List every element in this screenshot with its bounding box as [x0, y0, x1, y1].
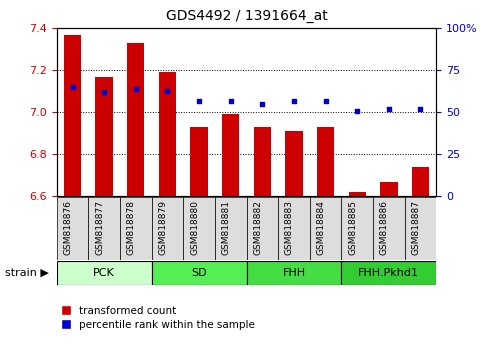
- Point: [132, 86, 140, 92]
- Text: GSM818882: GSM818882: [253, 200, 262, 255]
- FancyBboxPatch shape: [246, 197, 278, 260]
- Point: [227, 98, 235, 103]
- Text: SD: SD: [191, 268, 207, 278]
- Bar: [317, 127, 334, 196]
- Bar: [127, 43, 144, 196]
- Point: [69, 84, 76, 90]
- Text: FHH.Pkhd1: FHH.Pkhd1: [358, 268, 420, 278]
- Point: [290, 98, 298, 103]
- Text: GSM818883: GSM818883: [285, 200, 294, 255]
- Text: GSM818879: GSM818879: [158, 200, 168, 255]
- Bar: [412, 167, 429, 196]
- Point: [100, 90, 108, 95]
- Text: FHH: FHH: [282, 268, 306, 278]
- Text: GSM818886: GSM818886: [380, 200, 389, 255]
- FancyBboxPatch shape: [183, 197, 215, 260]
- Text: GSM818878: GSM818878: [127, 200, 136, 255]
- FancyBboxPatch shape: [57, 261, 152, 285]
- Text: GSM818880: GSM818880: [190, 200, 199, 255]
- FancyBboxPatch shape: [278, 197, 310, 260]
- Text: PCK: PCK: [93, 268, 115, 278]
- Text: GSM818881: GSM818881: [222, 200, 231, 255]
- Bar: [159, 73, 176, 196]
- Text: GSM818885: GSM818885: [348, 200, 357, 255]
- Bar: [253, 127, 271, 196]
- Text: GSM818876: GSM818876: [64, 200, 72, 255]
- FancyBboxPatch shape: [152, 197, 183, 260]
- FancyBboxPatch shape: [120, 197, 152, 260]
- Point: [385, 106, 393, 112]
- Point: [417, 106, 424, 112]
- Bar: [285, 131, 303, 196]
- Point: [195, 98, 203, 103]
- FancyBboxPatch shape: [215, 197, 246, 260]
- FancyBboxPatch shape: [405, 197, 436, 260]
- FancyBboxPatch shape: [152, 261, 246, 285]
- FancyBboxPatch shape: [341, 261, 436, 285]
- Text: GSM818877: GSM818877: [95, 200, 104, 255]
- Bar: [64, 35, 81, 196]
- Text: GDS4492 / 1391664_at: GDS4492 / 1391664_at: [166, 9, 327, 23]
- Bar: [190, 127, 208, 196]
- Bar: [380, 182, 397, 196]
- Bar: [222, 114, 240, 196]
- Bar: [96, 77, 113, 196]
- Legend: transformed count, percentile rank within the sample: transformed count, percentile rank withi…: [62, 306, 254, 330]
- Text: GSM818887: GSM818887: [412, 200, 421, 255]
- Text: strain ▶: strain ▶: [5, 268, 49, 278]
- FancyBboxPatch shape: [310, 197, 341, 260]
- Point: [321, 98, 329, 103]
- Point: [258, 101, 266, 107]
- FancyBboxPatch shape: [341, 197, 373, 260]
- FancyBboxPatch shape: [57, 197, 88, 260]
- Bar: [349, 192, 366, 196]
- FancyBboxPatch shape: [373, 197, 405, 260]
- Point: [164, 88, 172, 93]
- Point: [353, 108, 361, 114]
- FancyBboxPatch shape: [88, 197, 120, 260]
- FancyBboxPatch shape: [246, 261, 341, 285]
- Text: GSM818884: GSM818884: [317, 200, 325, 255]
